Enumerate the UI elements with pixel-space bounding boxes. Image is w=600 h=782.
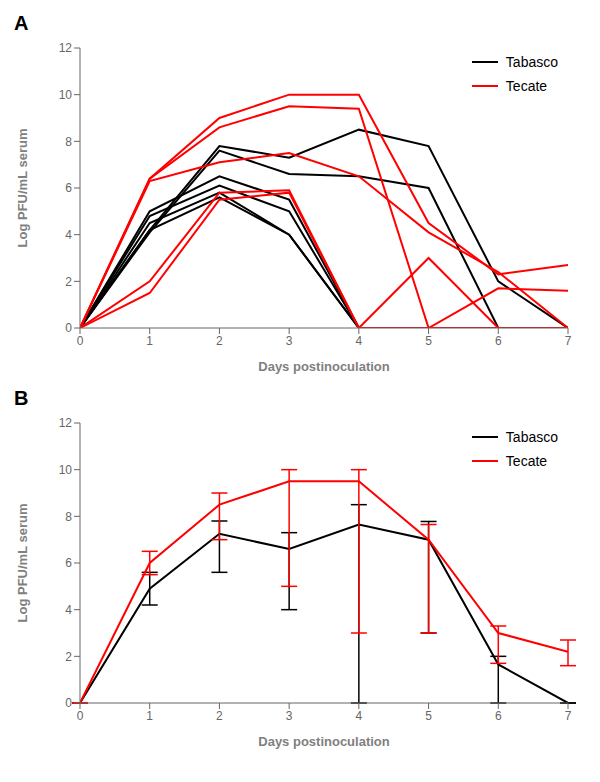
svg-text:2: 2 [216,334,223,348]
html-text:Tecate: Tecate [505,453,548,469]
svg-text:1: 1 [146,334,153,348]
svg-text:7: 7 [565,334,572,348]
svg-text:7: 7 [565,709,572,723]
html-text:B: B [14,387,29,409]
svg-text:6: 6 [65,556,72,570]
svg-text:0: 0 [77,334,84,348]
svg-text:6: 6 [495,709,502,723]
svg-text:12: 12 [59,416,73,430]
svg-text:8: 8 [65,510,72,524]
svg-text:6: 6 [495,334,502,348]
svg-text:1: 1 [146,709,153,723]
svg-text:3: 3 [286,709,293,723]
svg-text:Log PFU/mL serum: Log PFU/mL serum [15,504,30,623]
svg-text:0: 0 [77,709,84,723]
svg-text:Days postinoculation: Days postinoculation [258,359,390,374]
svg-text:Log PFU/mL serum: Log PFU/mL serum [15,129,30,248]
svg-text:4: 4 [65,603,72,617]
svg-text:5: 5 [425,334,432,348]
svg-text:4: 4 [356,709,363,723]
svg-text:12: 12 [59,41,73,55]
svg-text:4: 4 [65,228,72,242]
svg-text:2: 2 [65,275,72,289]
html-text:Tecate: Tecate [505,78,548,94]
svg-text:2: 2 [65,650,72,664]
svg-text:10: 10 [59,88,73,102]
svg-text:3: 3 [286,334,293,348]
svg-text:0: 0 [65,696,72,710]
svg-text:2: 2 [216,709,223,723]
svg-text:Days postinoculation: Days postinoculation [258,734,390,749]
svg-text:0: 0 [65,321,72,335]
svg-text:10: 10 [59,463,73,477]
html-text:A: A [14,12,29,34]
svg-text:6: 6 [65,181,72,195]
html-text:Tabasco: Tabasco [505,54,558,70]
svg-text:5: 5 [425,709,432,723]
html-text:Tabasco: Tabasco [505,429,558,445]
svg-text:8: 8 [65,135,72,149]
svg-text:4: 4 [356,334,363,348]
